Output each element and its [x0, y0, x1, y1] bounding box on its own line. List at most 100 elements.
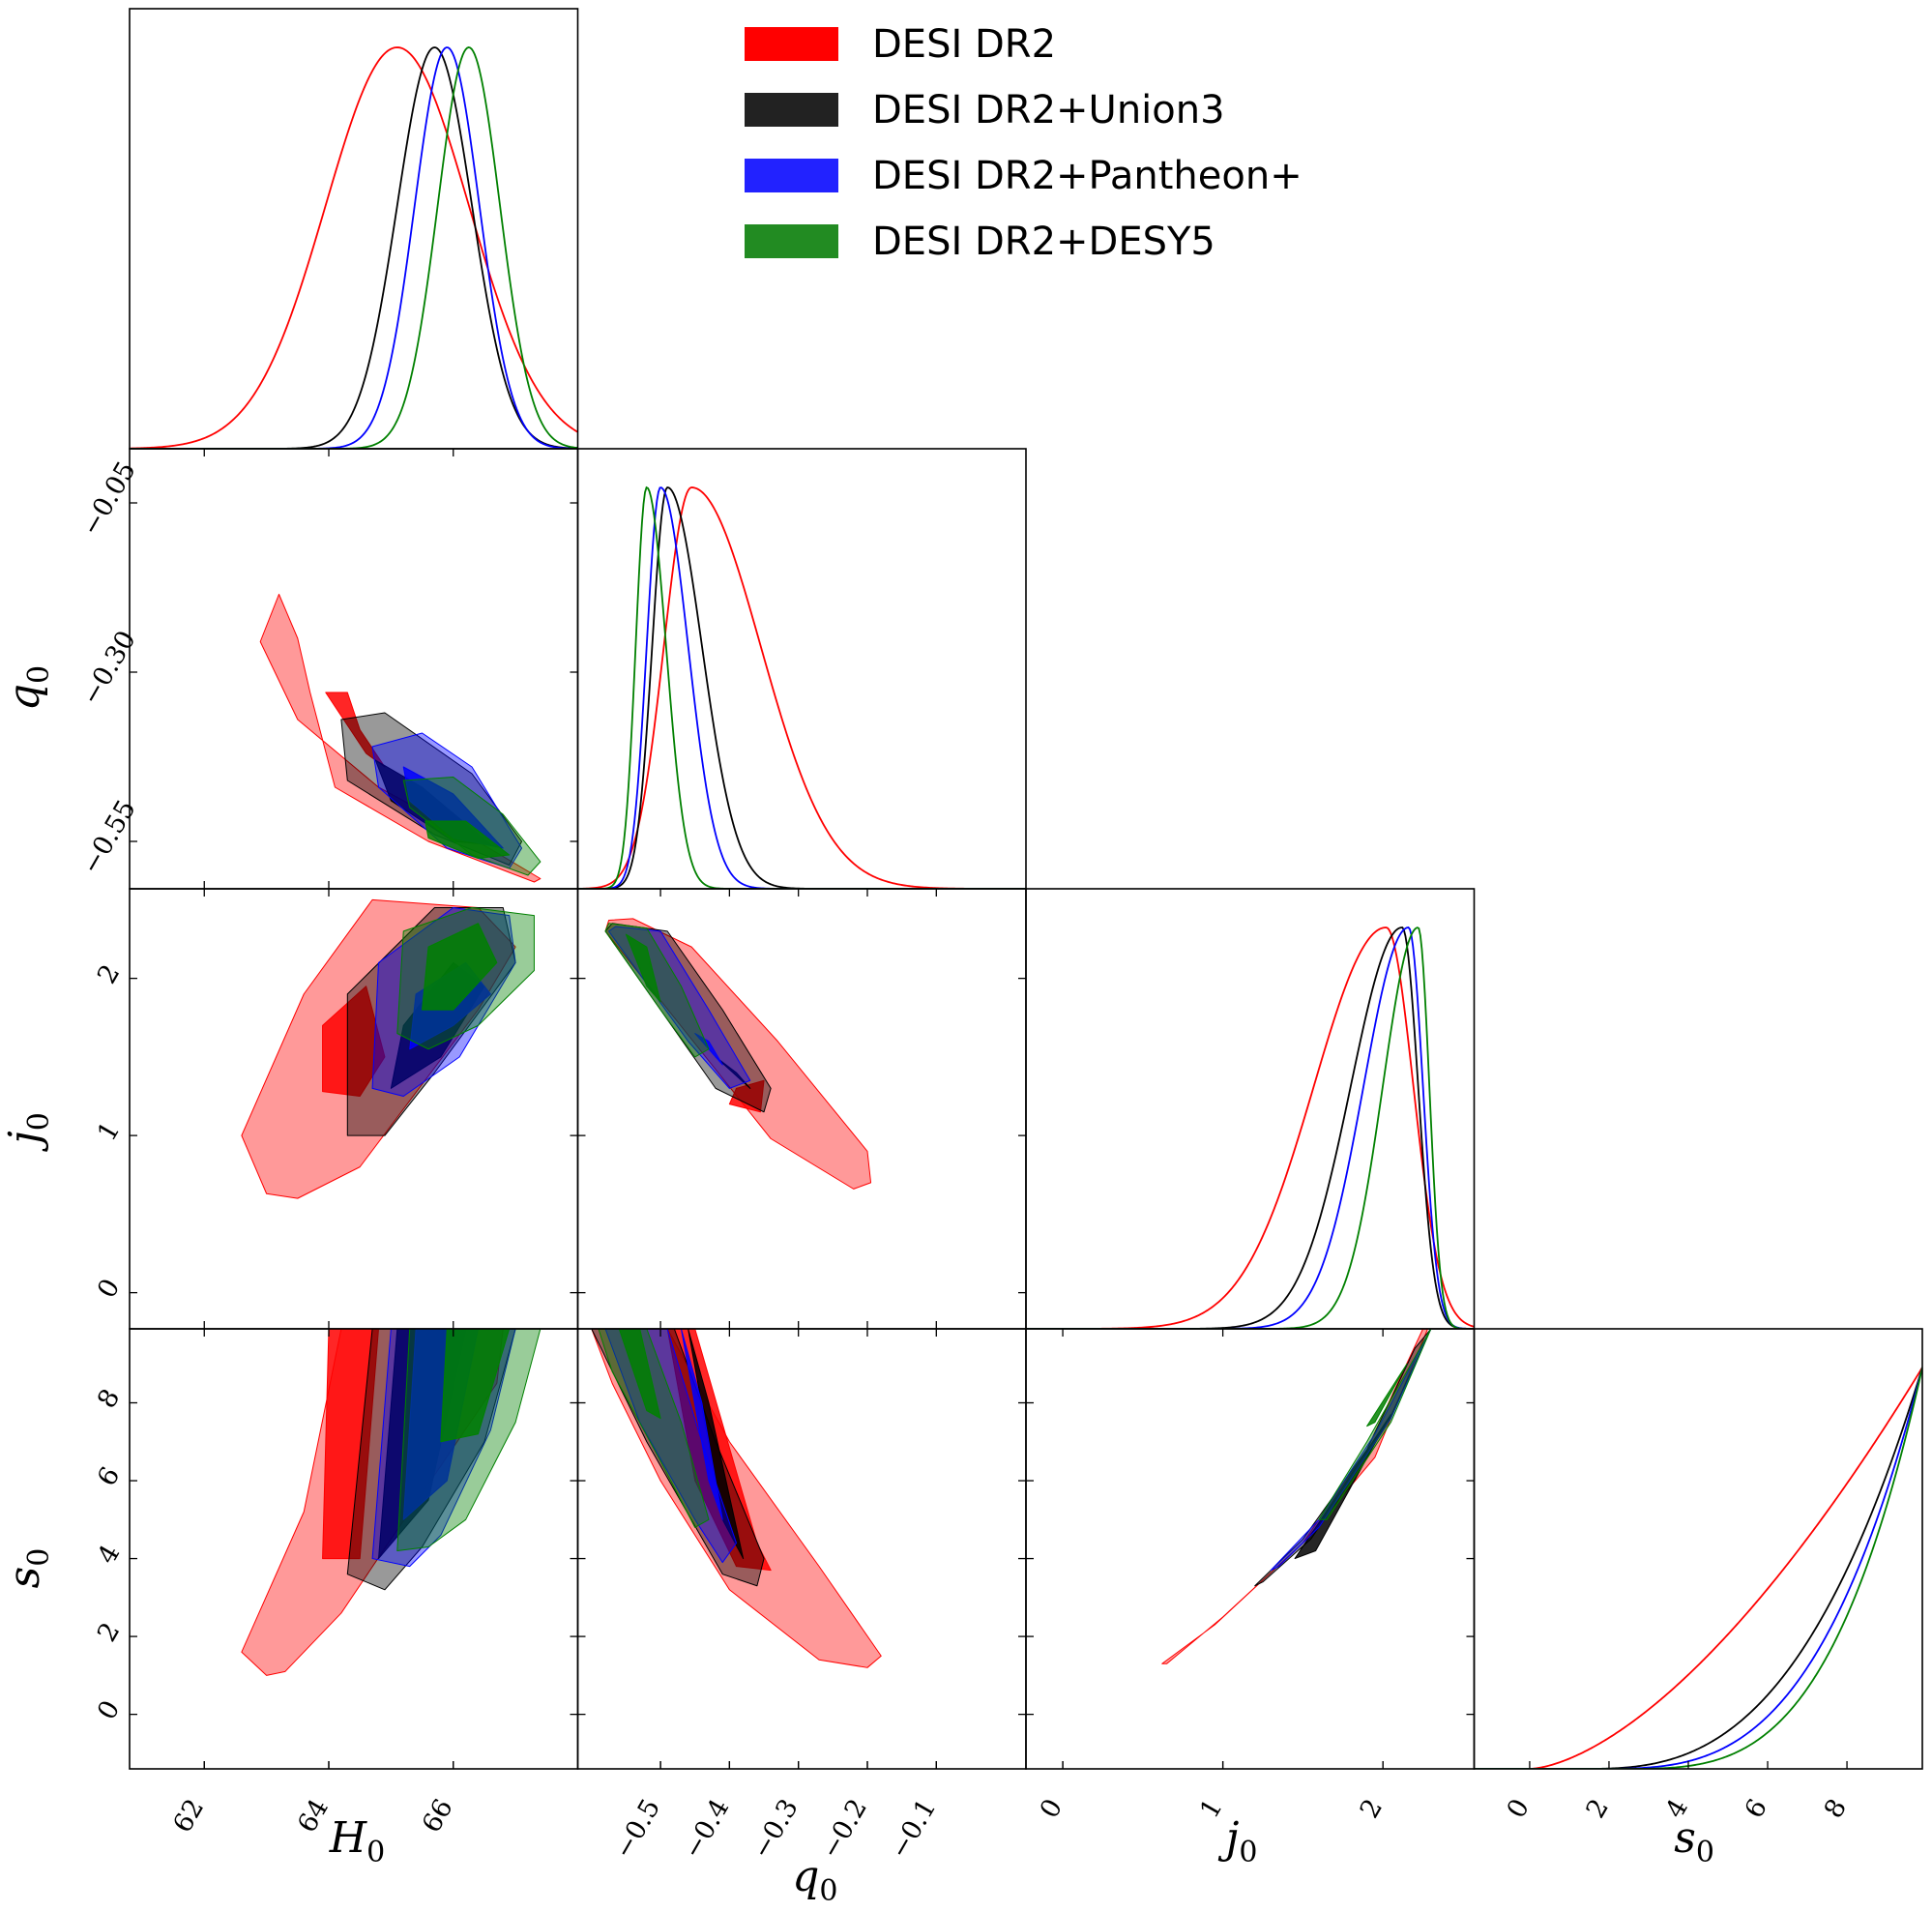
- contours-H0_s0: [241, 1329, 542, 1676]
- y-tick-label: 2: [92, 959, 126, 988]
- panel-frame: [1025, 1328, 1476, 1770]
- y-tick-label: 1: [92, 1117, 126, 1146]
- x-axis-label-subscript: 0: [1696, 1836, 1714, 1869]
- contours-q0_j0: [604, 918, 872, 1190]
- x-axis-label-subscript: 0: [819, 1874, 837, 1908]
- x-tick-label: 2: [1355, 1794, 1389, 1823]
- y-axis-q0: −0.55 −0.30 −0.05 q0: [0, 456, 142, 879]
- contour-outer-j0_s0-series-3: [1318, 1329, 1432, 1520]
- x-tick-label: 2: [1581, 1794, 1615, 1823]
- legend-swatch-2: [745, 159, 838, 192]
- x-axis-label-j0: j0: [1217, 1813, 1258, 1869]
- y-axis-label-q0: q0: [0, 665, 56, 711]
- y-axis-label-symbol: j: [0, 1131, 49, 1153]
- x-tick-label: −0.1: [885, 1794, 943, 1864]
- marginal-line-j0-series-2: [1026, 927, 1475, 1329]
- y-tick-label: −0.30: [76, 626, 142, 710]
- x-axis-label-symbol: s: [1674, 1813, 1696, 1863]
- contour-panel-q0_s0: [576, 1328, 1027, 1770]
- contour-inner-q0_j0-series-3: [625, 933, 661, 1003]
- contour-inner-j0_s0-series-1: [1294, 1414, 1391, 1560]
- contour-inner-H0_s0-series-0: [322, 1329, 379, 1560]
- contour-panel-H0_s0: [129, 1328, 579, 1770]
- x-tick-label: 1: [1194, 1794, 1228, 1823]
- contour-inner-H0_s0-series-3: [440, 1329, 511, 1443]
- contour-inner-q0_s0-series-2: [680, 1329, 723, 1520]
- contour-inner-q0_s0-series-3: [618, 1329, 661, 1420]
- contour-inner-H0_q0-series-3: [424, 820, 511, 859]
- contour-outer-q0_s0-series-2: [604, 1329, 738, 1564]
- y-axis-label-subscript: 0: [22, 1112, 56, 1131]
- marginal-panel-j0: [1025, 888, 1476, 1330]
- x-axis-label-symbol: q: [792, 1852, 819, 1901]
- contour-outer-j0_s0-series-1: [1254, 1329, 1432, 1587]
- marginal-curves-s0: [1474, 1367, 1922, 1769]
- legend-label-2: DESI DR2+Pantheon+: [872, 154, 1303, 198]
- y-tick-label: 0: [92, 1695, 126, 1724]
- contour-outer-H0_s0-series-3: [396, 1329, 542, 1552]
- legend-swatch-1: [745, 93, 838, 127]
- marginal-line-s0-series-1: [1474, 1367, 1922, 1769]
- x-axis-label-H0: H0: [329, 1813, 385, 1869]
- contour-inner-q0_j0-series-0: [728, 1079, 765, 1113]
- legend-label-3: DESI DR2+DESY5: [872, 220, 1215, 264]
- contour-inner-H0_j0-series-3: [422, 923, 498, 1011]
- x-axis-j0: 0 1 2 j0: [1035, 1761, 1389, 1869]
- legend-swatch-0: [745, 27, 838, 61]
- y-axis-label-s0: s0: [0, 1548, 56, 1589]
- y-axis-label-subscript: 0: [22, 665, 56, 684]
- contour-panel-q0_j0: [576, 888, 1027, 1330]
- legend-label-1: DESI DR2+Union3: [872, 88, 1225, 132]
- marginal-curves-H0: [130, 46, 578, 449]
- contours-q0_s0: [591, 1329, 882, 1668]
- marginal-line-j0-series-1: [1026, 927, 1475, 1329]
- marginal-line-j0-series-3: [1026, 927, 1475, 1329]
- x-axis-H0: 62 64 66 H0: [167, 1761, 459, 1869]
- marginal-panel-s0: [1473, 1328, 1923, 1770]
- legend-label-0: DESI DR2: [872, 22, 1056, 67]
- contours-H0_j0: [241, 898, 535, 1199]
- x-tick-label: −0.4: [678, 1794, 736, 1864]
- contours-H0_q0: [259, 594, 542, 883]
- panel-frame: [129, 448, 579, 890]
- x-axis-q0: −0.5 −0.4 −0.3 −0.2 −0.1q0: [609, 1761, 943, 1908]
- y-tick-label: 6: [92, 1462, 126, 1491]
- x-axis-s0: 0 2 4 6 8s0: [1502, 1761, 1853, 1869]
- legend: DESI DR2 DESI DR2+Union3 DESI DR2+Pantheon…: [745, 22, 1303, 264]
- y-tick-label: 2: [92, 1618, 126, 1647]
- marginal-line-s0-series-0: [1474, 1367, 1922, 1769]
- marginal-line-s0-series-3: [1474, 1367, 1922, 1769]
- marginal-line-H0-series-0: [130, 46, 578, 449]
- marginal-panel-q0: [576, 448, 1027, 890]
- contour-inner-q0_j0-series-1: [715, 1056, 751, 1089]
- x-tick-label: 0: [1035, 1794, 1068, 1823]
- y-tick-label: −0.55: [76, 795, 142, 879]
- x-tick-label: 66: [417, 1794, 459, 1838]
- y-tick-label: 0: [92, 1274, 126, 1303]
- marginal-line-q0-series-2: [577, 486, 1026, 889]
- marginal-line-H0-series-2: [130, 46, 578, 449]
- y-axis-label-j0: j0: [0, 1112, 56, 1153]
- y-tick-label: 8: [92, 1384, 126, 1413]
- contours-j0_s0: [1161, 1329, 1432, 1664]
- marginal-line-q0-series-3: [577, 485, 1026, 889]
- marginal-curves-q0: [577, 485, 1026, 889]
- y-axis-label-symbol: s: [0, 1567, 49, 1589]
- x-axis-label-subscript: 0: [366, 1836, 385, 1869]
- x-axis-label-s0: s0: [1674, 1813, 1714, 1869]
- y-tick-label: 4: [92, 1540, 126, 1569]
- contour-panel-H0_j0: [129, 888, 579, 1330]
- x-tick-label: −0.2: [815, 1794, 873, 1864]
- contour-outer-H0_q0-series-0: [259, 594, 542, 883]
- x-tick-label: 64: [292, 1794, 335, 1838]
- y-tick-label: −0.05: [76, 456, 142, 541]
- contour-inner-j0_s0-series-3: [1366, 1363, 1408, 1427]
- x-tick-label: 8: [1819, 1794, 1853, 1823]
- x-tick-label: 6: [1740, 1794, 1773, 1823]
- marginal-line-j0-series-0: [1026, 927, 1475, 1329]
- contour-panel-H0_q0: [129, 448, 579, 890]
- y-axis-label-subscript: 0: [22, 1548, 56, 1567]
